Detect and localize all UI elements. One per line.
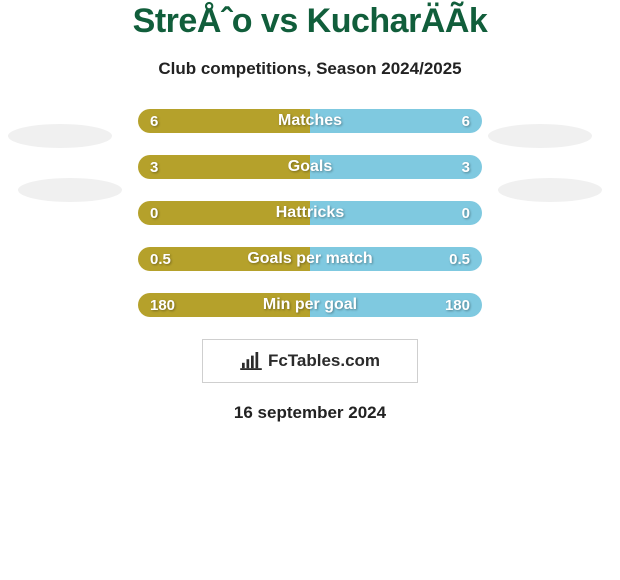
stat-row: Goals per match0.50.5 [138, 247, 482, 271]
bar-left [138, 293, 310, 317]
bar-chart-icon [240, 352, 262, 370]
bar-right [310, 247, 482, 271]
stat-row: Min per goal180180 [138, 293, 482, 317]
stat-row: Hattricks00 [138, 201, 482, 225]
logo-box[interactable]: FcTables.com [202, 339, 418, 383]
page-title: StreÅˆo vs KucharÄÃ­k [0, 2, 620, 41]
stat-row: Matches66 [138, 109, 482, 133]
bar-left [138, 201, 310, 225]
bar-right [310, 109, 482, 133]
page-subtitle: Club competitions, Season 2024/2025 [0, 59, 620, 79]
logo-text: FcTables.com [268, 351, 380, 371]
bar-right [310, 201, 482, 225]
bar-left [138, 109, 310, 133]
bar-right [310, 155, 482, 179]
header: StreÅˆo vs KucharÄÃ­k Club competitions,… [0, 0, 620, 79]
date-text: 16 september 2024 [0, 403, 620, 423]
stats-container: Matches66 Goals33 Hattricks00 Goals per mat… [0, 109, 620, 317]
bar-right [310, 293, 482, 317]
bar-left [138, 155, 310, 179]
bar-left [138, 247, 310, 271]
stat-row: Goals33 [138, 155, 482, 179]
